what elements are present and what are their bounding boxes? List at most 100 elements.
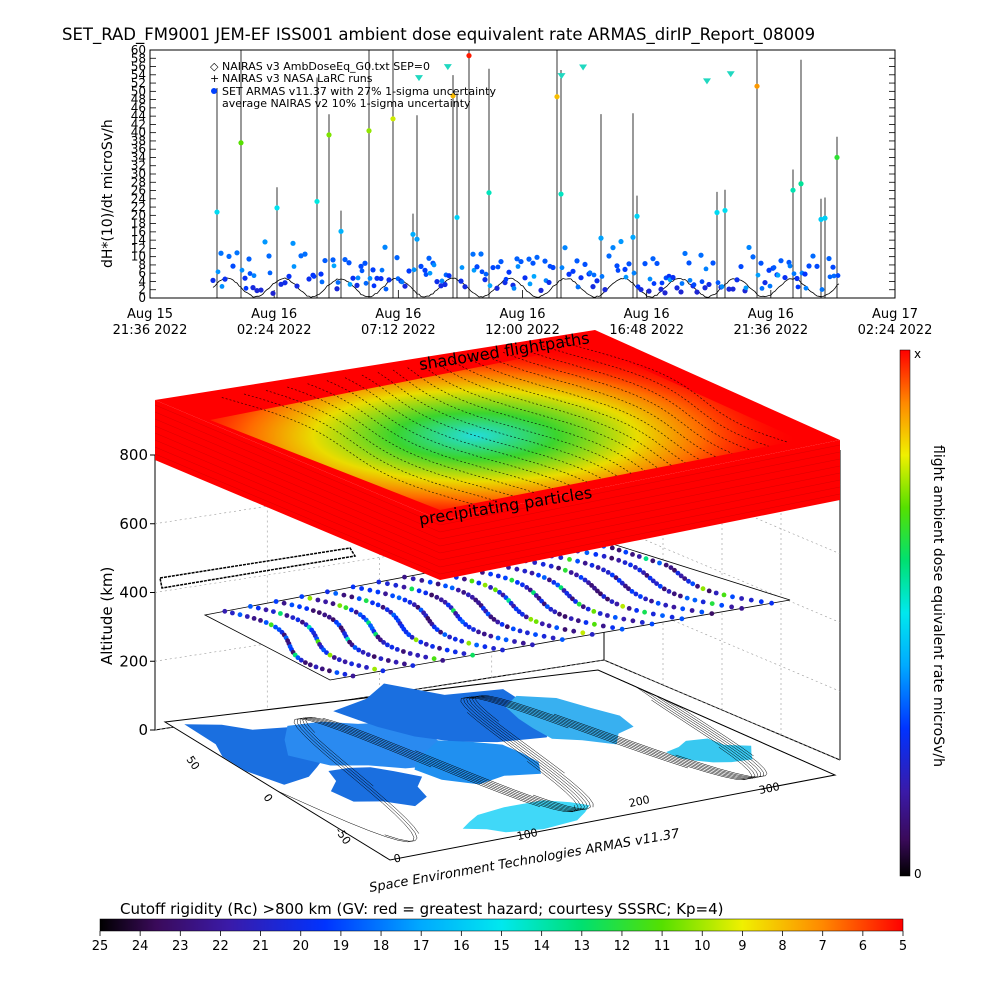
orbit-point bbox=[255, 605, 261, 611]
orbit-point bbox=[491, 617, 497, 622]
armas-point bbox=[767, 283, 773, 289]
armas-point bbox=[383, 286, 389, 292]
x-tick-date: Aug 16 bbox=[375, 307, 421, 322]
orbit-point bbox=[343, 605, 349, 611]
z-tick-label: 200 bbox=[119, 652, 148, 670]
orbit-point bbox=[605, 570, 611, 575]
orbit-point bbox=[622, 560, 628, 565]
dose-colorbar-label: flight ambient dose equivalent rate micr… bbox=[930, 445, 946, 767]
armas-point bbox=[210, 277, 216, 283]
armas-point bbox=[346, 260, 352, 266]
orbit-point bbox=[630, 618, 636, 624]
orbit-point bbox=[657, 560, 662, 566]
armas-point bbox=[590, 284, 596, 290]
orbit-point bbox=[273, 599, 279, 604]
orbit-point bbox=[629, 589, 635, 594]
orbit-point bbox=[488, 633, 494, 639]
rigidity-tick-label: 18 bbox=[373, 939, 390, 954]
orbit-point bbox=[331, 655, 337, 660]
armas-point bbox=[234, 250, 240, 256]
orbit-point bbox=[630, 552, 635, 557]
armas-point bbox=[531, 273, 537, 279]
orbit-point bbox=[385, 642, 390, 648]
armas-point bbox=[646, 288, 652, 294]
armas-point bbox=[702, 285, 708, 291]
slab-stripe bbox=[154, 432, 441, 554]
orbit-point bbox=[452, 649, 458, 655]
orbit-point bbox=[469, 578, 475, 584]
orbit-point bbox=[605, 613, 610, 618]
y-tick-label: 38 bbox=[131, 134, 146, 148]
orbit-point bbox=[568, 616, 574, 621]
orbit-point bbox=[356, 663, 362, 668]
armas-point bbox=[446, 273, 452, 279]
armas-point bbox=[806, 263, 812, 269]
y-tick-label: 18 bbox=[131, 217, 146, 231]
armas-point bbox=[691, 282, 697, 288]
orbit-point bbox=[488, 571, 493, 577]
ground-track bbox=[297, 717, 540, 842]
orbit-point bbox=[298, 657, 304, 663]
orbit-point bbox=[527, 587, 533, 593]
y-tick-label: 36 bbox=[131, 142, 146, 156]
orbit-point bbox=[481, 631, 487, 637]
armas-point bbox=[335, 280, 341, 285]
armas-point bbox=[254, 287, 260, 294]
orbit-point bbox=[595, 588, 600, 594]
orbit-point bbox=[609, 572, 615, 578]
orbit-point bbox=[721, 592, 727, 598]
orbit-point bbox=[597, 611, 603, 616]
orbit-point bbox=[447, 634, 452, 640]
orbit-point bbox=[385, 658, 391, 663]
armas-point bbox=[626, 261, 632, 267]
orbit-point bbox=[482, 582, 488, 588]
orbit-point bbox=[655, 600, 661, 606]
orbit-point bbox=[278, 611, 283, 616]
armas-point bbox=[306, 276, 312, 282]
orbit-point bbox=[330, 601, 336, 607]
x-tick-time: 02:24 2022 bbox=[858, 323, 933, 338]
armas-point bbox=[222, 276, 228, 282]
armas-point bbox=[587, 270, 593, 276]
orbit-point bbox=[363, 598, 369, 604]
orbit-point bbox=[493, 587, 498, 593]
orbit-point bbox=[500, 647, 505, 653]
orbit-point bbox=[619, 626, 625, 632]
orbit-point bbox=[463, 622, 468, 627]
orbit-point bbox=[333, 591, 339, 596]
armas-point bbox=[479, 269, 485, 275]
armas-point bbox=[483, 271, 489, 277]
altitude-ticks: 0 200 400 600 800 bbox=[119, 446, 155, 739]
armas-point bbox=[423, 272, 429, 277]
armas-point bbox=[687, 277, 693, 283]
dose-rate-slab bbox=[154, 330, 841, 580]
orbit-point bbox=[284, 613, 290, 618]
orbit-point bbox=[431, 656, 437, 662]
rigidity-tick-label: 5 bbox=[899, 939, 907, 954]
orbit-point bbox=[620, 603, 626, 609]
orbit-point bbox=[435, 581, 441, 587]
rigidity-tick-label: 12 bbox=[614, 939, 631, 954]
orbit-point bbox=[643, 556, 649, 562]
legend-entry-2: NAIRAS v3 NASA LaRC runs bbox=[222, 72, 373, 85]
orbit-point bbox=[396, 595, 402, 601]
slab-stripe bbox=[154, 439, 441, 561]
armas-point bbox=[506, 269, 512, 275]
armas-point bbox=[554, 94, 560, 100]
armas-point bbox=[591, 272, 597, 278]
orbit-point bbox=[558, 555, 564, 560]
orbit-point bbox=[650, 611, 656, 617]
orbit-point bbox=[462, 576, 467, 582]
orbit-point bbox=[334, 670, 340, 675]
orbit-point bbox=[528, 616, 534, 622]
armas-point bbox=[474, 264, 480, 270]
orbit-point bbox=[427, 579, 433, 585]
armas-point bbox=[338, 228, 344, 234]
armas-point bbox=[726, 286, 732, 292]
orbit-point bbox=[573, 599, 578, 604]
orbit-point bbox=[324, 650, 329, 655]
armas-point bbox=[267, 270, 273, 276]
z-tick-label: 600 bbox=[119, 515, 148, 533]
slab-stripe bbox=[439, 486, 841, 568]
